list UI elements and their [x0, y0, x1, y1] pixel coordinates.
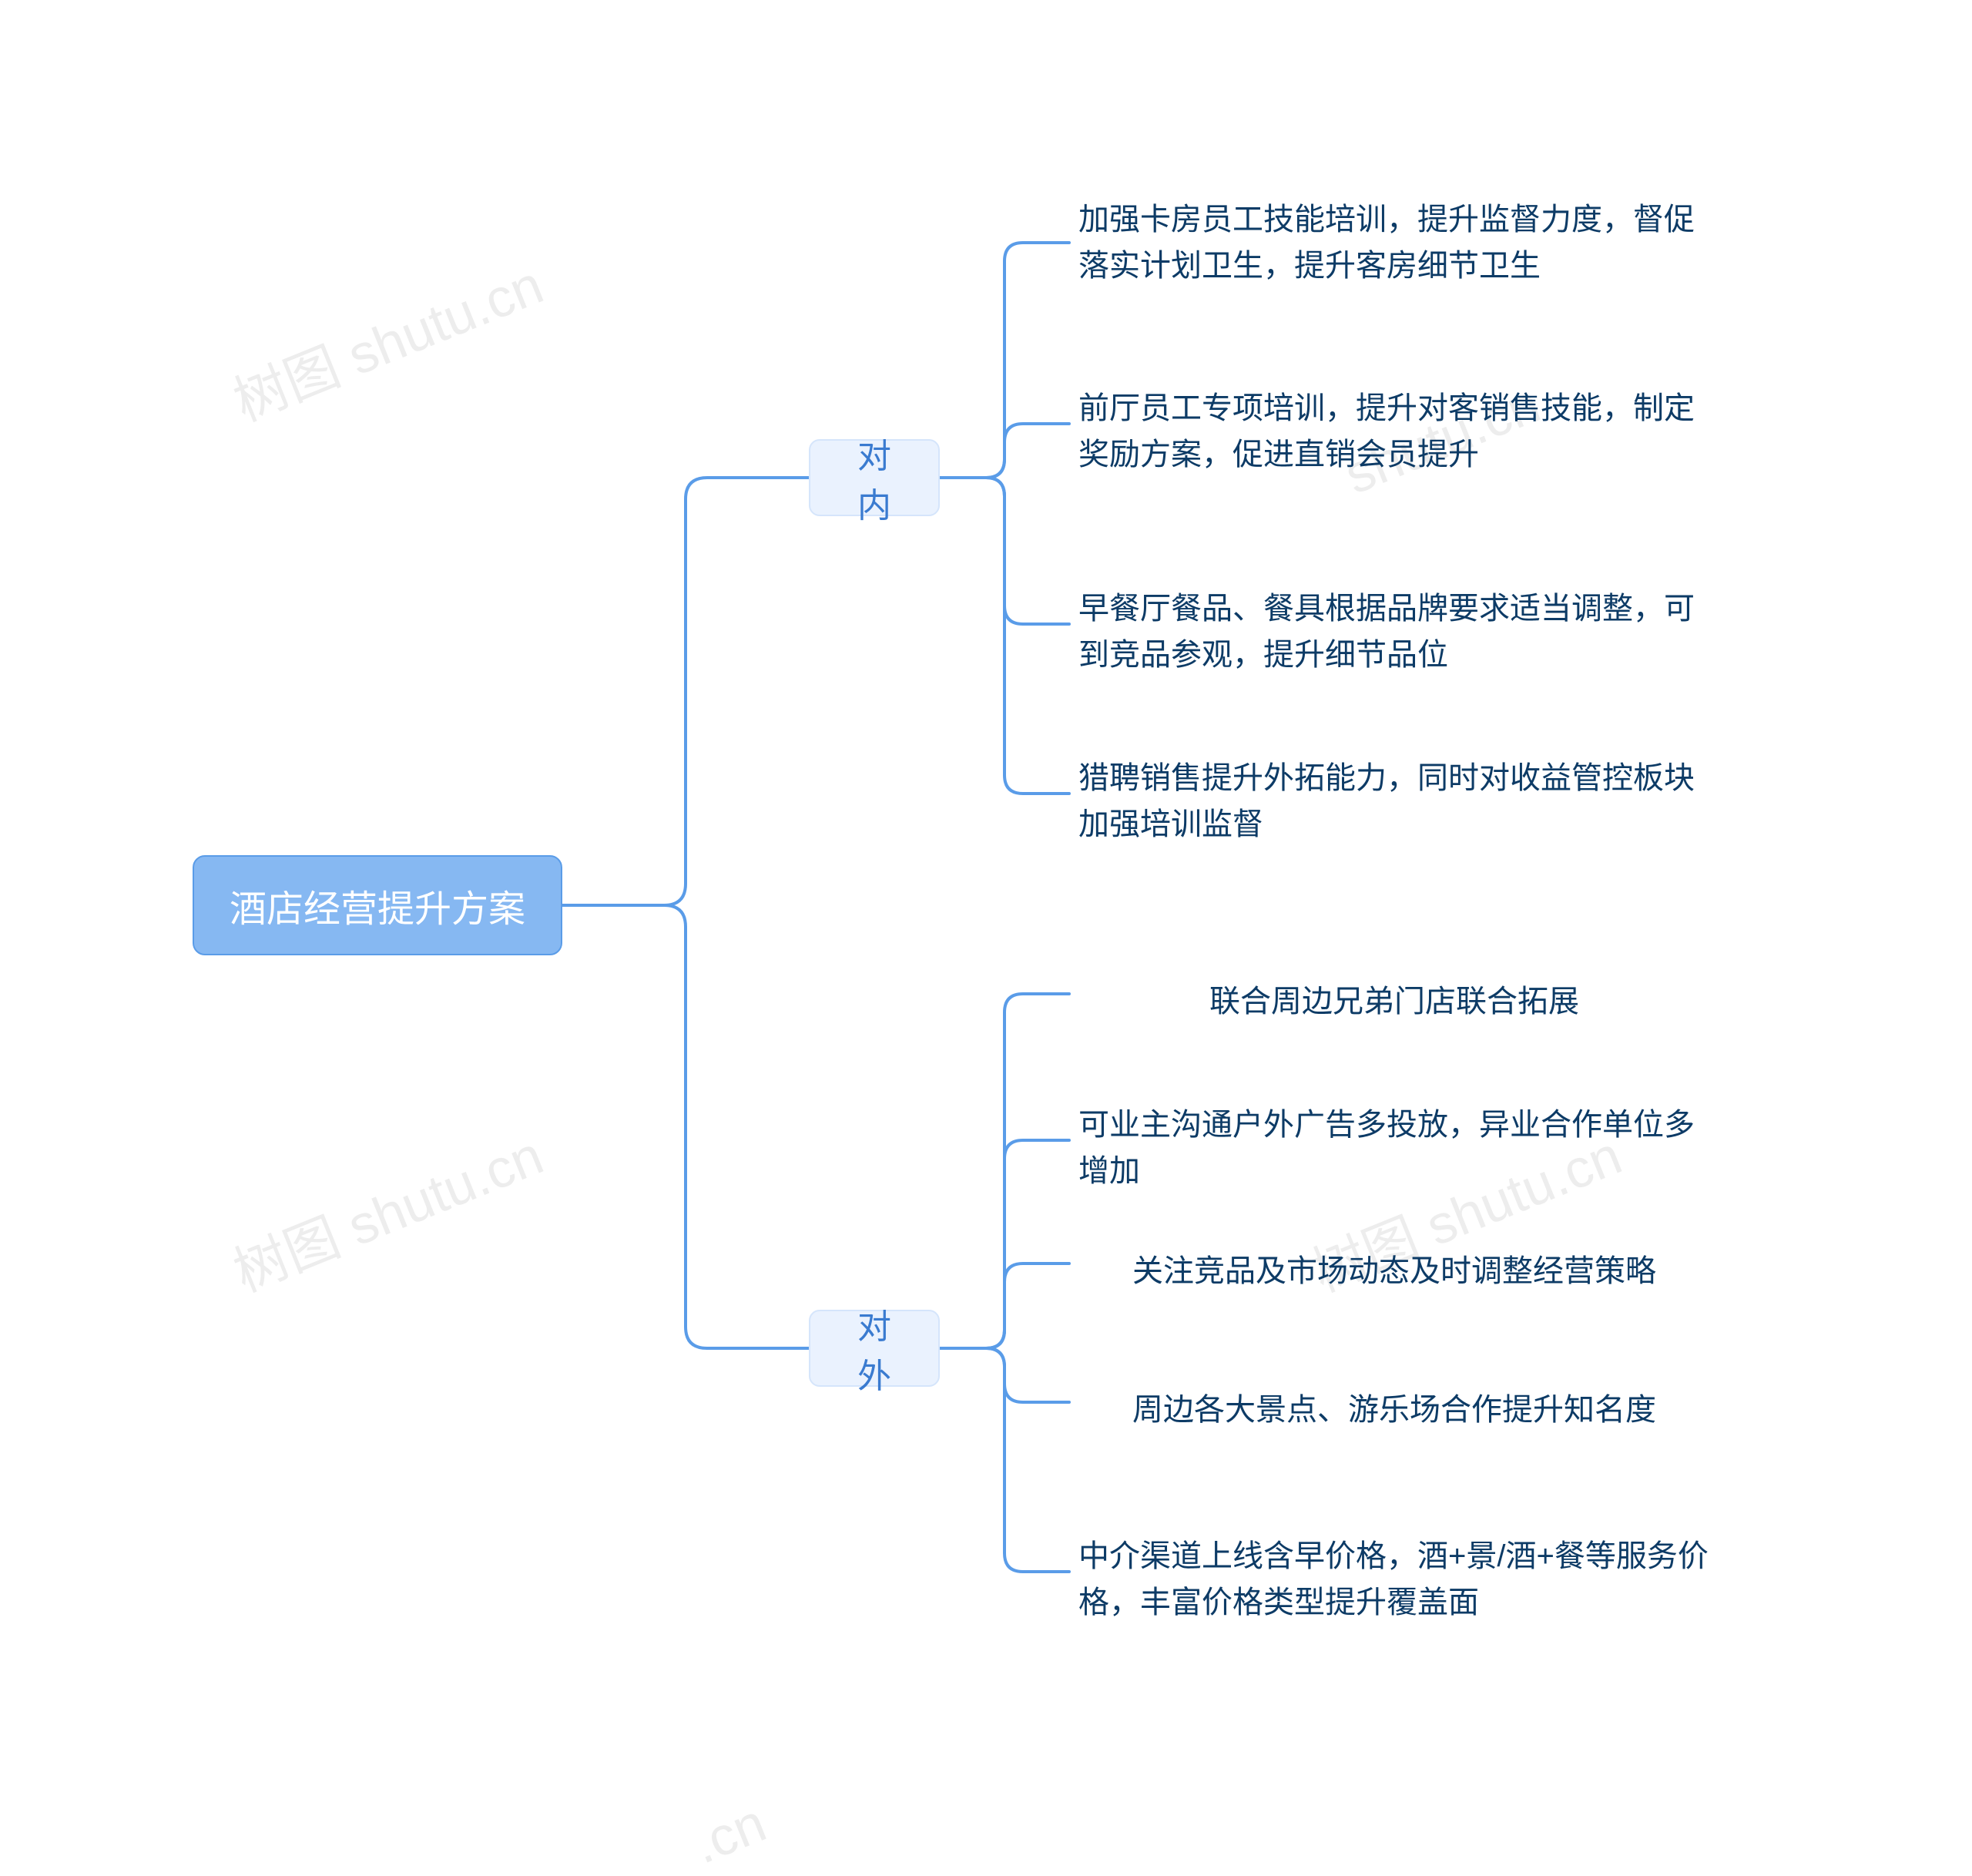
- leaf-text: 早餐厅餐品、餐具根据品牌要求适当调整，可到竞品参观，提升细节品位: [1078, 586, 1710, 678]
- leaf-text: 加强卡房员工技能培训，提升监督力度，督促落实计划卫生，提升客房细节卫生: [1078, 196, 1710, 289]
- leaf-text: 联合周边兄弟门店联合拓展: [1209, 978, 1579, 1025]
- leaf-external-1[interactable]: 可业主沟通户外广告多投放，异业合作单位多增加: [1078, 1094, 1710, 1202]
- leaf-external-4[interactable]: 中介渠道上线含早价格，酒+景/酒+餐等服务价格，丰富价格类型提升覆盖面: [1078, 1525, 1710, 1633]
- leaf-internal-3[interactable]: 猎聘销售提升外拓能力，同时对收益管控板块加强培训监督: [1078, 747, 1710, 855]
- watermark: .cn: [684, 1791, 774, 1875]
- root-node[interactable]: 酒店经营提升方案: [193, 855, 562, 955]
- branch-internal[interactable]: 对内: [809, 439, 940, 516]
- leaf-text: 中介渠道上线含早价格，酒+景/酒+餐等服务价格，丰富价格类型提升覆盖面: [1078, 1533, 1710, 1626]
- leaf-internal-1[interactable]: 前厅员工专项培训，提升对客销售技能，制定奖励方案，促进直销会员提升: [1078, 378, 1710, 485]
- leaf-text: 前厅员工专项培训，提升对客销售技能，制定奖励方案，促进直销会员提升: [1078, 385, 1710, 478]
- leaf-internal-0[interactable]: 加强卡房员工技能培训，提升监督力度，督促落实计划卫生，提升客房细节卫生: [1078, 173, 1710, 312]
- watermark: 树图 shutu.cn: [221, 242, 553, 437]
- leaf-external-0[interactable]: 联合周边兄弟门店联合拓展: [1078, 971, 1710, 1032]
- leaf-text: 可业主沟通户外广告多投放，异业合作单位多增加: [1078, 1102, 1710, 1194]
- leaf-text: 关注竞品及市场动态及时调整经营策略: [1132, 1248, 1656, 1294]
- leaf-external-3[interactable]: 周边各大景点、游乐场合作提升知名度: [1078, 1379, 1710, 1441]
- leaf-text: 周边各大景点、游乐场合作提升知名度: [1132, 1387, 1656, 1433]
- leaf-external-2[interactable]: 关注竞品及市场动态及时调整经营策略: [1078, 1240, 1710, 1302]
- watermark: 树图 shutu.cn: [221, 1113, 553, 1307]
- branch-external[interactable]: 对外: [809, 1310, 940, 1387]
- leaf-text: 猎聘销售提升外拓能力，同时对收益管控板块加强培训监督: [1078, 755, 1710, 847]
- branch-label: 对外: [841, 1299, 907, 1398]
- root-label: 酒店经营提升方案: [230, 878, 525, 932]
- branch-label: 对内: [841, 428, 907, 527]
- mindmap-canvas: 树图 shutu.cn shutu.cn 树图 shutu.cn 树图 shut…: [0, 0, 1972, 1861]
- leaf-internal-2[interactable]: 早餐厅餐品、餐具根据品牌要求适当调整，可到竞品参观，提升细节品位: [1078, 578, 1710, 686]
